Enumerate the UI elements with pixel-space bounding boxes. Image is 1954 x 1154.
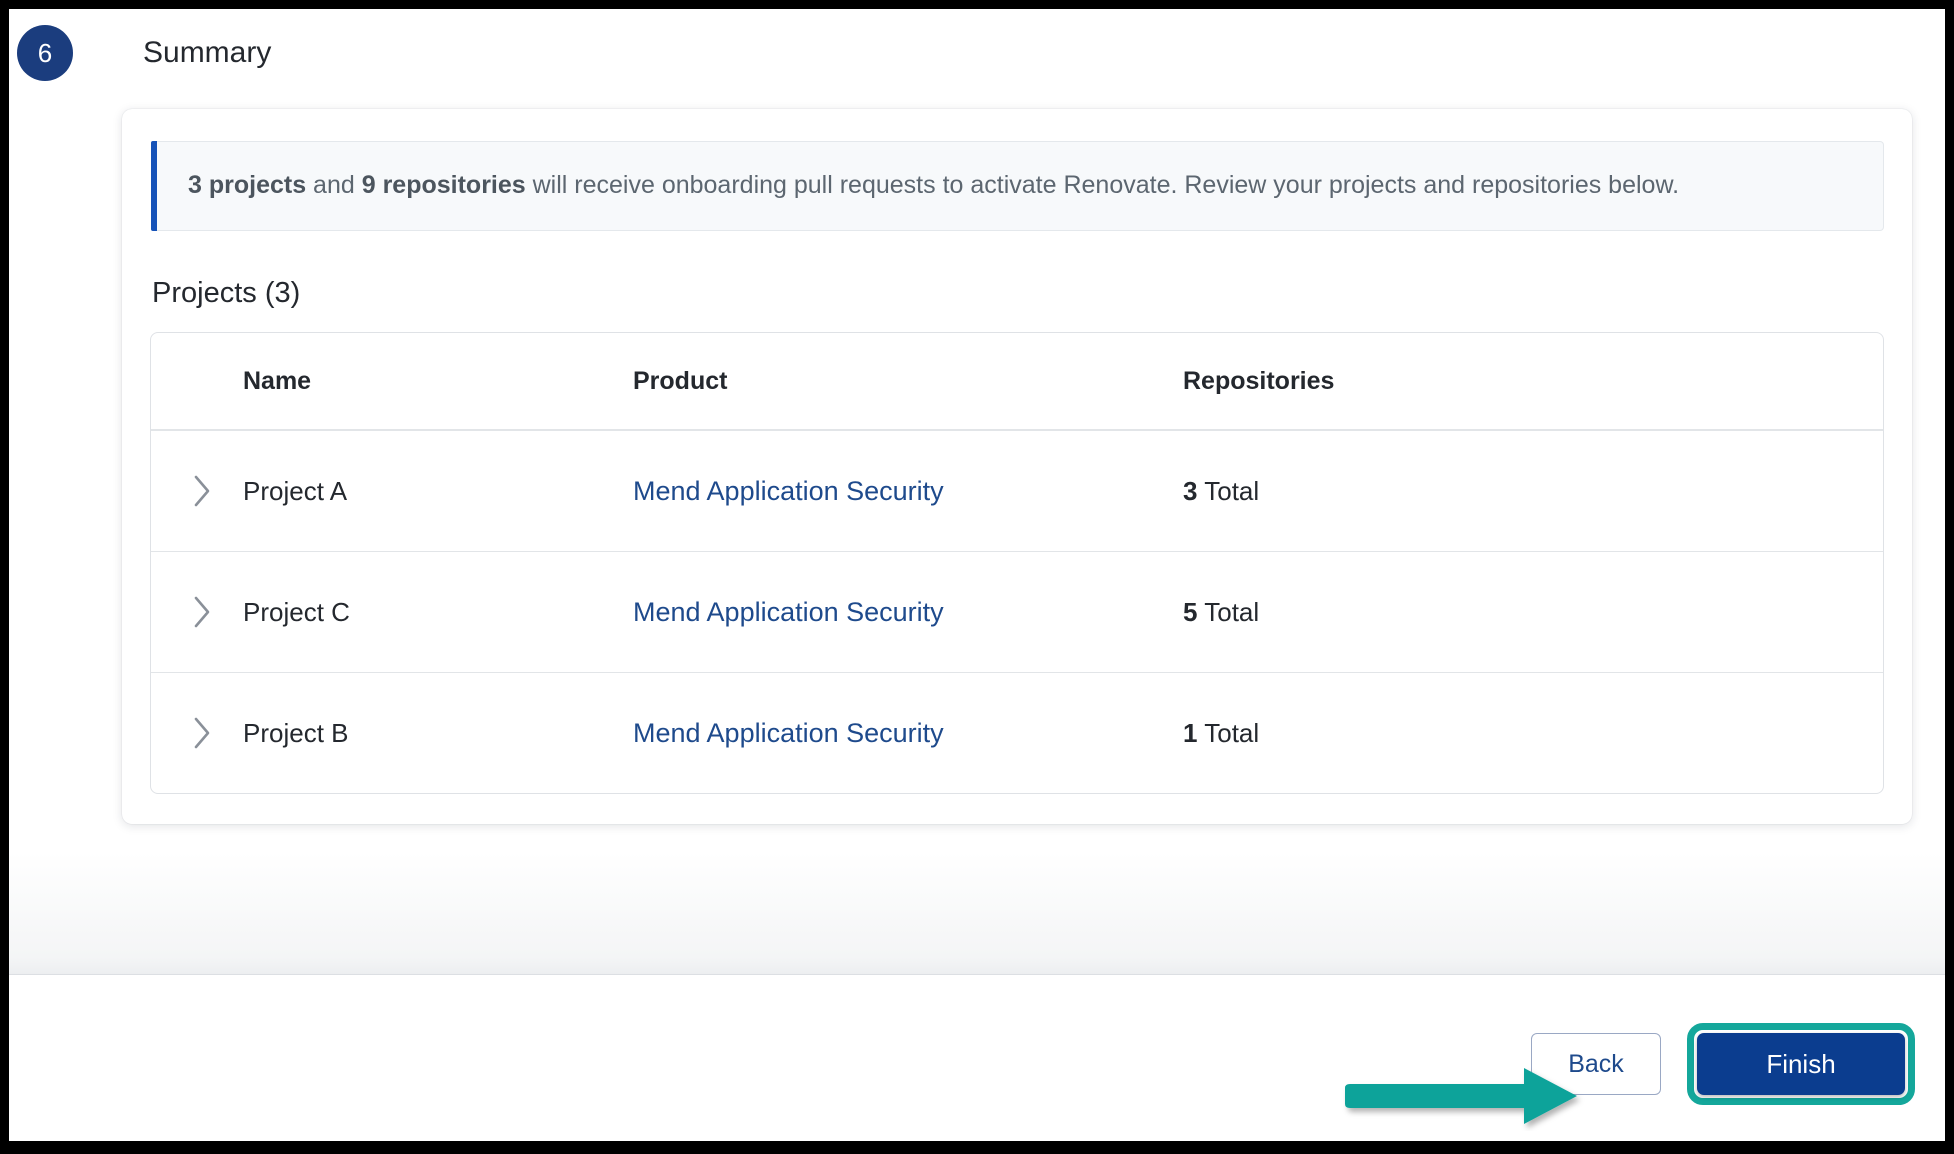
table-header-row: Name Product Repositories: [151, 333, 1883, 432]
expand-row-button[interactable]: [151, 716, 243, 750]
info-banner-accent-bar: [151, 141, 157, 232]
project-name: Project B: [243, 717, 349, 748]
repository-count: 3: [1183, 475, 1198, 506]
expand-row-button[interactable]: [151, 595, 243, 629]
info-banner-text: 3 projects and 9 repositories will recei…: [188, 168, 1748, 202]
product-cell: Mend Application Security: [633, 718, 1183, 749]
page-title: Summary: [143, 36, 272, 69]
table-row[interactable]: Project B Mend Application Security 1 To…: [151, 673, 1883, 793]
wizard-body: 3 projects and 9 repositories will recei…: [9, 97, 1945, 975]
chevron-right-icon: [194, 717, 210, 749]
column-header-product: Product: [633, 366, 728, 395]
column-header-repositories: Repositories: [1183, 366, 1335, 395]
repositories-cell: 1 Total: [1183, 718, 1883, 749]
finish-button-wrapper: Finish: [1687, 1023, 1915, 1105]
product-link[interactable]: Mend Application Security: [633, 717, 944, 748]
chevron-right-icon: [194, 475, 210, 507]
finish-button[interactable]: Finish: [1697, 1033, 1905, 1095]
product-link[interactable]: Mend Application Security: [633, 596, 944, 627]
cropped-footer-text: [9, 1136, 1945, 1141]
banner-repositories-count: 9 repositories: [361, 171, 526, 199]
table-row[interactable]: Project A Mend Application Security 3 To…: [151, 431, 1883, 553]
repositories-cell: 3 Total: [1183, 476, 1883, 507]
wizard-footer: Back Finish: [9, 974, 1945, 1141]
info-banner: 3 projects and 9 repositories will recei…: [151, 141, 1884, 232]
repository-count: 1: [1183, 717, 1198, 748]
project-name: Project A: [243, 475, 348, 506]
product-cell: Mend Application Security: [633, 476, 1183, 507]
projects-table: Name Product Repositories Project A Mend…: [150, 332, 1884, 795]
repository-total-label: Total: [1204, 596, 1260, 627]
step-header: 6 Summary: [9, 9, 1945, 97]
chevron-right-icon: [194, 596, 210, 628]
projects-section-heading: Projects (3): [152, 277, 301, 310]
table-row[interactable]: Project C Mend Application Security 5 To…: [151, 552, 1883, 674]
summary-card: 3 projects and 9 repositories will recei…: [122, 109, 1912, 825]
expand-row-button[interactable]: [151, 474, 243, 508]
step-number-badge: 6: [17, 25, 73, 81]
repository-total-label: Total: [1204, 475, 1260, 506]
back-button[interactable]: Back: [1531, 1033, 1661, 1095]
repository-count: 5: [1183, 596, 1198, 627]
repositories-cell: 5 Total: [1183, 597, 1883, 628]
repository-total-label: Total: [1204, 717, 1260, 748]
footer-actions: Back Finish: [1531, 1023, 1915, 1105]
product-cell: Mend Application Security: [633, 597, 1183, 628]
banner-rest-text: will receive onboarding pull requests to…: [525, 171, 1680, 199]
product-link[interactable]: Mend Application Security: [633, 475, 944, 506]
wizard-screen: 6 Summary 3 projects and 9 repositories …: [9, 9, 1945, 1141]
column-header-name: Name: [243, 366, 312, 395]
banner-projects-count: 3 projects: [188, 171, 307, 199]
banner-conjunction: and: [306, 171, 362, 199]
project-name: Project C: [243, 596, 350, 627]
